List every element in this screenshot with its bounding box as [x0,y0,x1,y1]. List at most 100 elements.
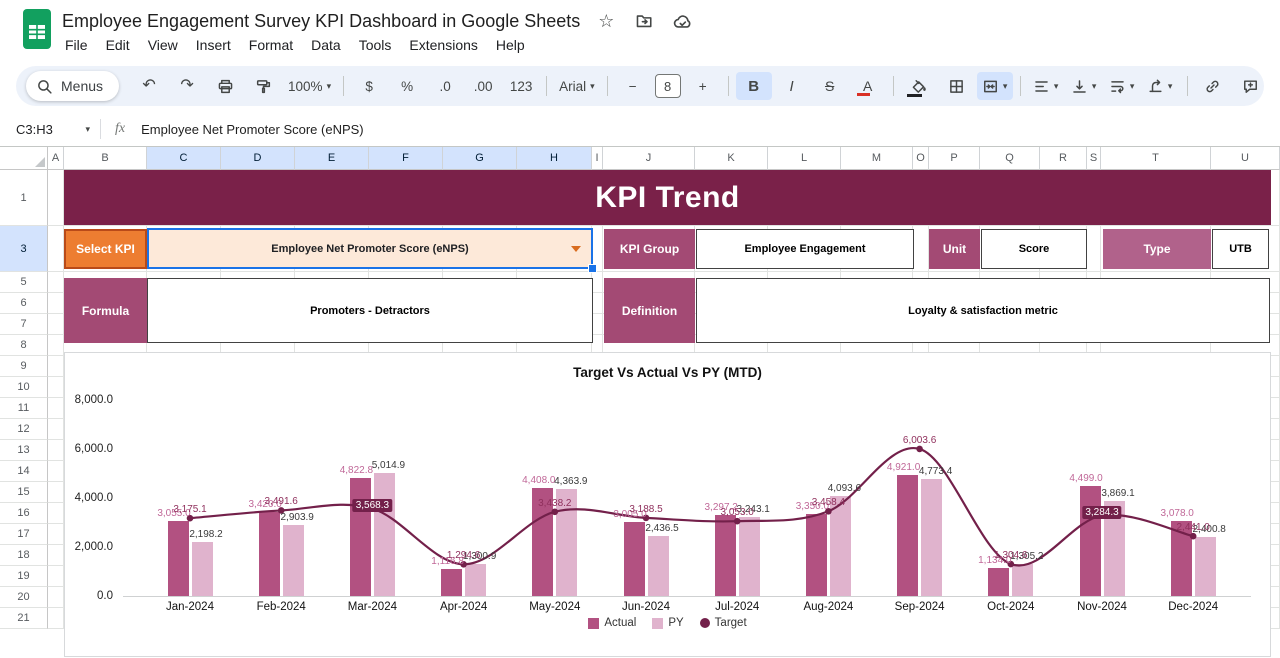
row-header-19[interactable]: 19 [0,566,48,587]
menu-extensions[interactable]: Extensions [400,33,486,57]
menu-format[interactable]: Format [240,33,302,57]
redo-button[interactable]: ↷ [169,72,205,100]
menu-view[interactable]: View [139,33,187,57]
undo-button[interactable]: ↶ [131,72,167,100]
row-header-3[interactable]: 3 [0,226,48,272]
kpi-trend-chart[interactable]: Target Vs Actual Vs PY (MTD) 8,000.06,00… [64,352,1271,657]
formula-value-cell[interactable]: Promoters - Detractors [147,278,593,343]
paint-format-button[interactable] [245,72,281,100]
row-header-21[interactable]: 21 [0,608,48,629]
column-header-G[interactable]: G [443,147,517,170]
unit-value-cell[interactable]: Score [981,229,1087,269]
column-header-S[interactable]: S [1087,147,1101,170]
insert-link-button[interactable] [1195,72,1231,100]
column-header-Q[interactable]: Q [980,147,1040,170]
text-color-button[interactable]: A [850,72,886,100]
column-header-C[interactable]: C [147,147,221,170]
row-header-16[interactable]: 16 [0,503,48,524]
row-header-20[interactable]: 20 [0,587,48,608]
menu-edit[interactable]: Edit [97,33,139,57]
currency-format-button[interactable]: $ [351,72,387,100]
strikethrough-button[interactable]: S [812,72,848,100]
menus-pill[interactable]: Menus [26,71,119,101]
zoom-select[interactable]: 100%▾ [283,72,336,100]
column-header-M[interactable]: M [841,147,913,170]
select-all-corner[interactable] [0,147,48,170]
menu-data[interactable]: Data [302,33,350,57]
move-to-folder-icon[interactable] [632,9,656,33]
menu-help[interactable]: Help [487,33,534,57]
borders-button[interactable] [939,72,975,100]
column-header-D[interactable]: D [221,147,295,170]
increase-font-size-button[interactable]: + [685,72,721,100]
row-header-9[interactable]: 9 [0,356,48,377]
dropdown-arrow-icon[interactable] [571,246,581,252]
font-select[interactable]: Arial▾ [554,72,600,100]
formula-input[interactable]: Employee Net Promoter Score (eNPS) [141,122,364,137]
column-header-P[interactable]: P [929,147,980,170]
definition-value-cell[interactable]: Loyalty & satisfaction metric [696,278,1270,343]
print-button[interactable] [207,72,243,100]
name-box[interactable]: C3:H3 ▾ [0,122,100,137]
bold-button[interactable]: B [736,72,772,100]
definition-label-cell[interactable]: Definition [604,278,695,343]
percent-format-button[interactable]: % [389,72,425,100]
column-header-I[interactable]: I [592,147,603,170]
italic-button[interactable]: I [774,72,810,100]
star-icon[interactable]: ☆ [594,9,618,33]
kpi-banner-cell[interactable]: KPI Trend [64,170,1271,225]
insert-comment-button[interactable] [1233,72,1264,100]
row-header-11[interactable]: 11 [0,398,48,419]
row-header-15[interactable]: 15 [0,482,48,503]
column-header-K[interactable]: K [695,147,768,170]
row-header-14[interactable]: 14 [0,461,48,482]
selection-fill-handle[interactable] [588,264,597,273]
vertical-align-button[interactable]: ▾ [1066,72,1102,100]
column-header-J[interactable]: J [603,147,695,170]
row-header-5[interactable]: 5 [0,272,48,293]
decrease-font-size-button[interactable]: − [615,72,651,100]
type-value-cell[interactable]: UTB [1212,229,1269,269]
unit-label-cell[interactable]: Unit [929,229,980,269]
sheets-logo-icon[interactable] [22,9,52,50]
column-header-E[interactable]: E [295,147,369,170]
text-wrap-button[interactable]: ▾ [1104,72,1140,100]
kpi-select-dropdown[interactable]: Employee Net Promoter Score (eNPS) [147,228,593,269]
row-header-18[interactable]: 18 [0,545,48,566]
increase-decimals-button[interactable]: .00 [465,72,501,100]
row-header-13[interactable]: 13 [0,440,48,461]
more-formats-button[interactable]: 123 [503,72,539,100]
type-label-cell[interactable]: Type [1103,229,1211,269]
row-header-6[interactable]: 6 [0,293,48,314]
select-kpi-label-cell[interactable]: Select KPI [64,229,147,269]
row-header-7[interactable]: 7 [0,314,48,335]
column-header-H[interactable]: H [517,147,592,170]
menu-tools[interactable]: Tools [350,33,401,57]
column-header-U[interactable]: U [1211,147,1280,170]
fill-color-button[interactable] [901,72,937,100]
name-box-caret-icon[interactable]: ▾ [85,124,90,135]
document-title[interactable]: Employee Engagement Survey KPI Dashboard… [62,11,580,32]
row-header-1[interactable]: 1 [0,170,48,226]
horizontal-align-button[interactable]: ▾ [1028,72,1064,100]
column-header-O[interactable]: O [913,147,929,170]
row-header-8[interactable]: 8 [0,335,48,356]
kpi-group-value-cell[interactable]: Employee Engagement [696,229,914,269]
column-header-T[interactable]: T [1101,147,1211,170]
kpi-group-label-cell[interactable]: KPI Group [604,229,695,269]
column-header-R[interactable]: R [1040,147,1087,170]
menu-insert[interactable]: Insert [187,33,240,57]
formula-label-cell[interactable]: Formula [64,278,147,343]
row-header-17[interactable]: 17 [0,524,48,545]
column-header-L[interactable]: L [768,147,841,170]
text-rotation-button[interactable]: ▾ [1142,72,1178,100]
menu-file[interactable]: File [56,33,97,57]
merge-cells-button[interactable]: ▾ [977,72,1013,100]
column-header-A[interactable]: A [48,147,64,170]
column-header-F[interactable]: F [369,147,443,170]
row-header-10[interactable]: 10 [0,377,48,398]
font-size-input[interactable]: 8 [655,74,681,98]
row-header-12[interactable]: 12 [0,419,48,440]
decrease-decimals-button[interactable]: .0 [427,72,463,100]
column-header-B[interactable]: B [64,147,147,170]
